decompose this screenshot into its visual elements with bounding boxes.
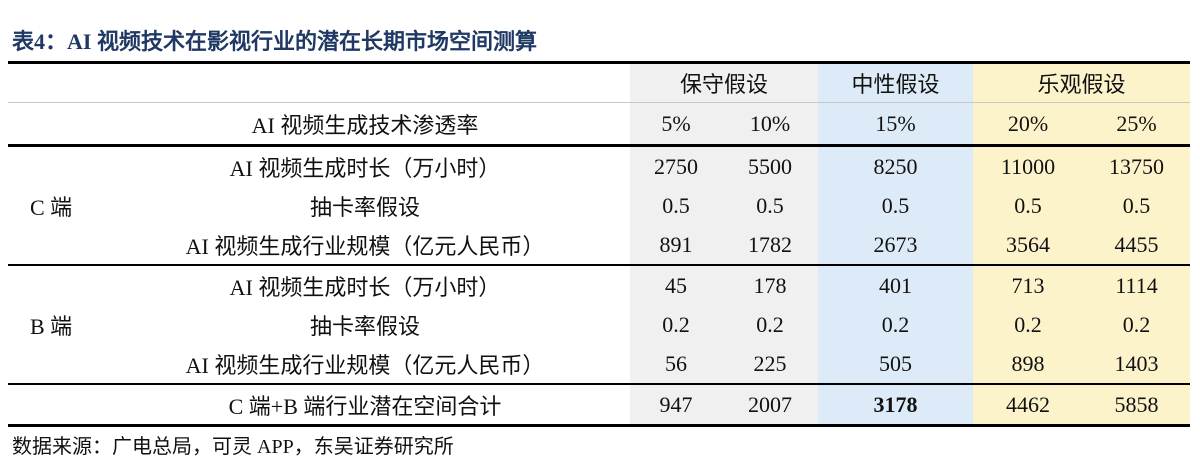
cell: 4455 <box>1083 225 1191 266</box>
table-row: AI 视频生成行业规模（亿元人民币） 56 225 505 898 1403 <box>8 344 1191 385</box>
section-group-label: C 端 <box>8 145 100 266</box>
source-note: 数据来源：广电总局，可灵 APP，东吴证券研究所 <box>12 436 454 458</box>
scenario-header-row: 保守假设 中性假设 乐观假设 <box>8 61 1191 103</box>
cell: 3178 <box>818 384 974 427</box>
market-estimate-table: 保守假设 中性假设 乐观假设 AI 视频生成技术渗透率 5% 10% 15% 2… <box>8 61 1191 427</box>
cell: 0.2 <box>1083 305 1191 344</box>
row-label: C 端+B 端行业潜在空间合计 <box>100 384 630 427</box>
cell: 1782 <box>722 225 819 266</box>
table-row: C 端 AI 视频生成时长（万小时） 2750 5500 8250 11000 13750 <box>8 145 1191 266</box>
row-label: AI 视频生成时长（万小时） <box>229 274 501 300</box>
cell: 2673 <box>818 225 974 266</box>
cell: 0.5 <box>722 186 819 225</box>
cell: 5858 <box>1083 384 1191 427</box>
total-row: C 端+B 端行业潜在空间合计 947 2007 3178 4462 5858 <box>8 384 1191 427</box>
cell: 178 <box>722 265 819 305</box>
cell: 0.2 <box>818 305 974 344</box>
row-label: AI 视频生成行业规模（亿元人民币） <box>100 225 630 266</box>
cell: 898 <box>973 344 1084 385</box>
cell: 947 <box>630 384 722 427</box>
cell: 2750 <box>630 145 722 186</box>
row-label: AI 视频生成时长（万小时） <box>229 155 501 181</box>
cell: 20% <box>973 102 1084 147</box>
cell: 5500 <box>722 145 819 186</box>
cell: 1114 <box>1083 265 1191 305</box>
cell: 0.2 <box>630 305 722 344</box>
section-group-label: B 端 <box>8 265 100 385</box>
table-row: 抽卡率假设 0.5 0.5 0.5 0.5 0.5 <box>8 186 1191 225</box>
cell: 15% <box>818 102 974 147</box>
cell: 891 <box>630 225 722 266</box>
row-label: 抽卡率假设 <box>309 313 420 339</box>
cell: 0.2 <box>973 305 1084 344</box>
cell: 3564 <box>973 225 1084 266</box>
cell: 25% <box>1083 102 1191 147</box>
cell: 2007 <box>722 384 819 427</box>
table-row: AI 视频生成行业规模（亿元人民币） 891 1782 2673 3564 4455 <box>8 225 1191 266</box>
penetration-row: AI 视频生成技术渗透率 5% 10% 15% 20% 25% <box>8 102 1191 147</box>
cell: 0.5 <box>818 186 974 225</box>
cell: 713 <box>973 265 1084 305</box>
cell: 0.5 <box>1083 186 1191 225</box>
table-title: 表4：AI 视频技术在影视行业的潜在长期市场空间测算 <box>12 29 537 54</box>
cell: 0.5 <box>973 186 1084 225</box>
cell: 56 <box>630 344 722 385</box>
table-row: 抽卡率假设 0.2 0.2 0.2 0.2 0.2 <box>8 305 1191 344</box>
cell: 45 <box>630 265 722 305</box>
cell: 13750 <box>1083 145 1191 186</box>
cell: 1403 <box>1083 344 1191 385</box>
row-label: AI 视频生成行业规模（亿元人民币） <box>100 344 630 385</box>
table-row: B 端 AI 视频生成时长（万小时） 45 178 401 713 1114 <box>8 265 1191 385</box>
cell: 5% <box>630 102 722 147</box>
header-neutral: 中性假设 <box>818 61 974 103</box>
cell: 0.5 <box>630 186 722 225</box>
row-label: AI 视频生成技术渗透率 <box>100 102 630 147</box>
cell: 4462 <box>973 384 1084 427</box>
cell: 401 <box>818 265 974 305</box>
cell: 225 <box>722 344 819 385</box>
cell: 11000 <box>973 145 1084 186</box>
row-label: 抽卡率假设 <box>309 194 420 220</box>
header-optimistic: 乐观假设 <box>973 61 1191 103</box>
cell: 10% <box>722 102 819 147</box>
header-conservative: 保守假设 <box>630 61 819 103</box>
cell: 505 <box>818 344 974 385</box>
cell: 0.2 <box>722 305 819 344</box>
cell: 8250 <box>818 145 974 186</box>
